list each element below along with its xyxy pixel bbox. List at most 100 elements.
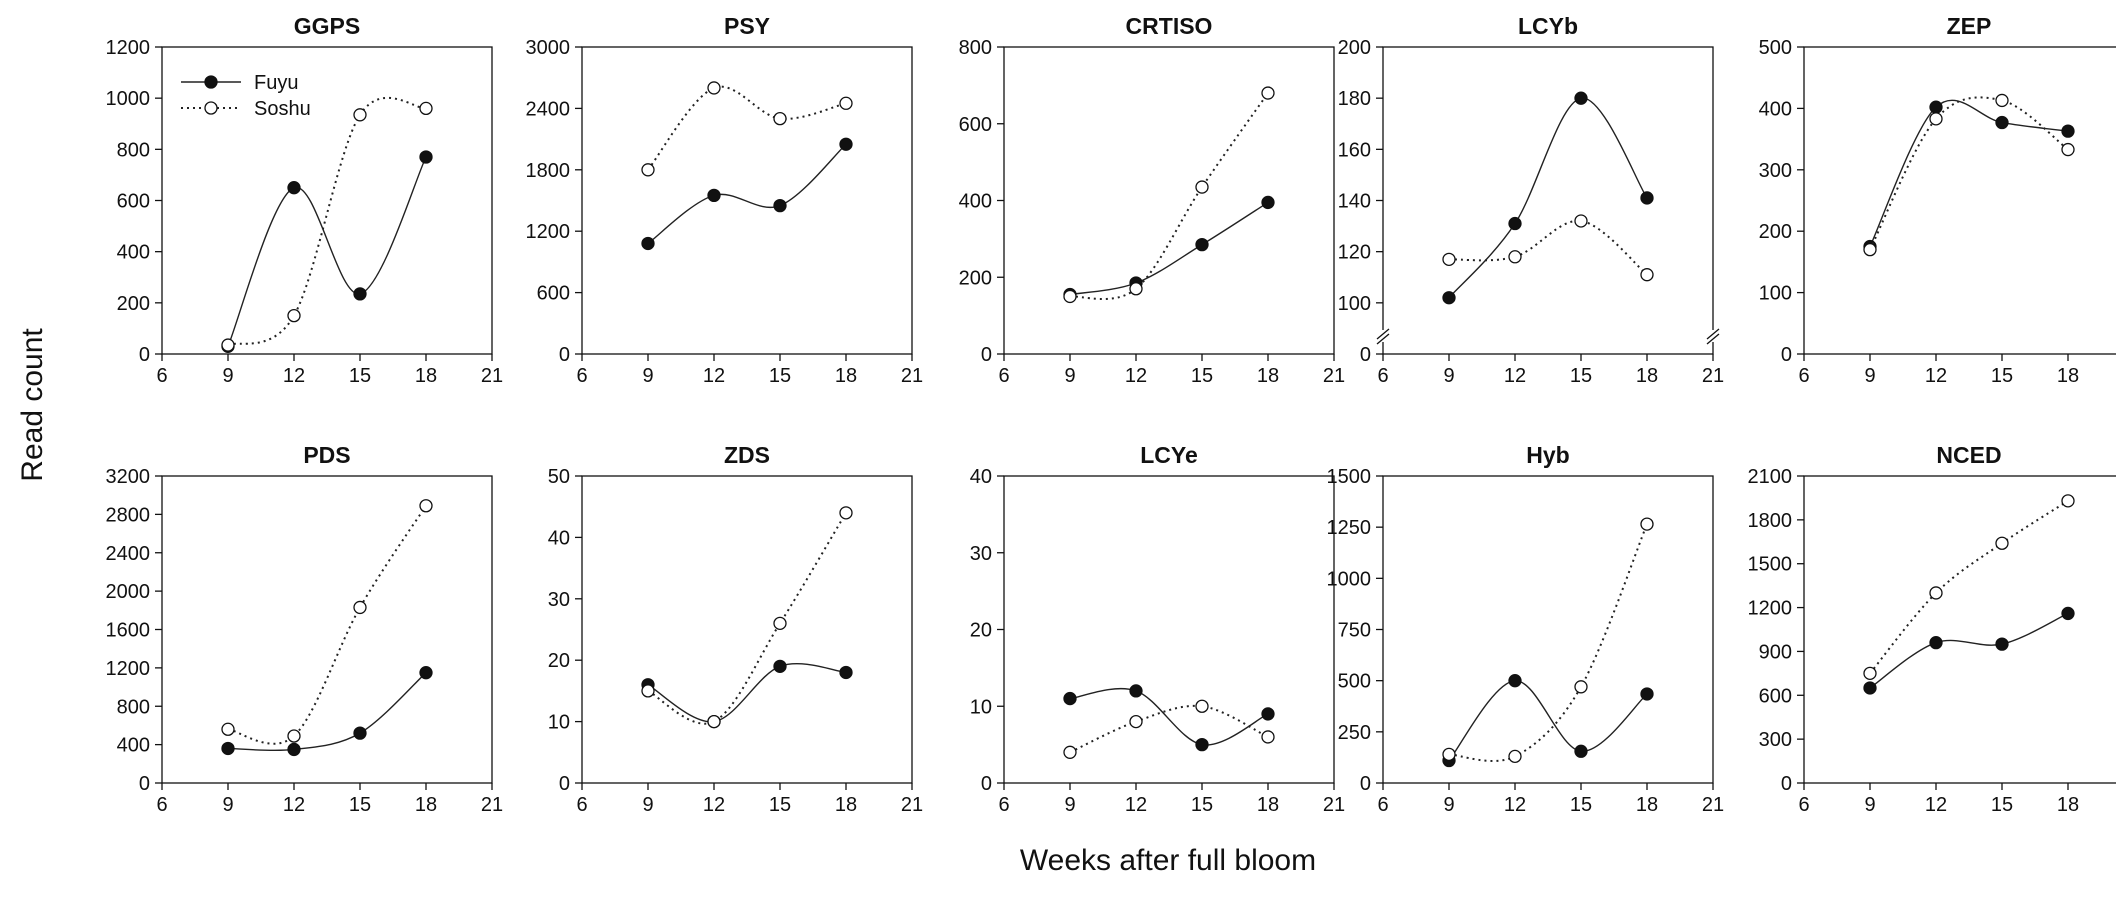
y-tick-label: 1250: [1327, 517, 1372, 539]
chart-panel-ggps: GGPS 6 9 12 15 18 21 0 200 400 600 800 1000 1200 Fuyu S…: [106, 13, 504, 387]
y-tick-label: 1800: [526, 160, 571, 182]
series-line-soshu: [1448, 219, 1648, 276]
data-point-soshu: [1640, 268, 1654, 282]
data-point-fuyu: [1640, 191, 1654, 205]
data-point-fuyu: [1508, 674, 1522, 688]
data-point-soshu: [353, 600, 367, 615]
x-tick-label: 6: [576, 794, 587, 816]
y-tick-label: 200: [1759, 221, 1792, 243]
y-tick-label: 300: [1759, 160, 1792, 182]
data-point-soshu: [1863, 242, 1877, 257]
data-point-fuyu: [287, 181, 301, 195]
x-tick-label: 15: [1191, 365, 1213, 387]
data-point-fuyu: [1442, 291, 1456, 305]
data-point-fuyu: [419, 150, 433, 164]
data-point-soshu: [839, 96, 853, 110]
y-tick-label: 1600: [106, 620, 151, 642]
chart-title: PSY: [724, 13, 770, 39]
data-point-soshu: [1129, 714, 1143, 729]
data-point-soshu: [1508, 250, 1522, 264]
y-tick-label: 1200: [106, 658, 151, 680]
x-tick-label: 15: [1191, 794, 1213, 816]
data-point-fuyu: [707, 188, 721, 203]
x-tick-label: 18: [1257, 794, 1279, 816]
x-tick-label: 6: [1377, 794, 1388, 816]
chart-title: NCED: [1936, 442, 2001, 468]
y-tick-label: 1500: [1327, 466, 1372, 488]
y-tick-label: 0: [1360, 344, 1371, 366]
x-tick-label: 15: [769, 365, 791, 387]
data-point-soshu: [1195, 699, 1209, 713]
data-point-fuyu: [1574, 744, 1588, 758]
series-line-soshu: [647, 85, 847, 171]
data-point-soshu: [287, 308, 301, 323]
data-point-fuyu: [1195, 237, 1209, 252]
y-tick-label: 50: [548, 466, 570, 488]
x-tick-label: 6: [156, 365, 167, 387]
plot-frame: [161, 46, 493, 355]
plot-frame: [1803, 475, 2116, 784]
axis-break-mark: [1706, 328, 1720, 340]
data-point-soshu: [221, 722, 235, 736]
x-tick-label: 12: [1925, 794, 1947, 816]
series-line-soshu: [1069, 92, 1269, 301]
data-point-soshu: [221, 338, 235, 352]
data-point-soshu: [419, 499, 433, 513]
y-tick-label: 3200: [106, 466, 151, 488]
x-tick-label: 15: [1991, 365, 2013, 387]
series-line-fuyu: [227, 156, 427, 347]
plot-frame: [161, 475, 493, 784]
data-point-soshu: [707, 81, 721, 95]
axis-break-mark: [1706, 333, 1720, 345]
axis-break-gap: [1377, 330, 1389, 342]
y-tick-label: 600: [1759, 685, 1792, 707]
series-line-fuyu: [647, 143, 847, 245]
chart-title: ZEP: [1947, 13, 1992, 39]
x-tick-label: 21: [481, 794, 503, 816]
data-point-fuyu: [1129, 684, 1143, 698]
y-tick-label: 2400: [526, 98, 571, 120]
x-tick-label: 12: [283, 794, 305, 816]
y-tick-label: 140: [1338, 191, 1371, 213]
x-tick-label: 12: [1504, 794, 1526, 816]
x-tick-label: 12: [1125, 794, 1147, 816]
series-line-fuyu: [1448, 97, 1648, 299]
x-tick-label: 21: [1702, 794, 1724, 816]
x-tick-label: 12: [1125, 365, 1147, 387]
data-point-soshu: [641, 163, 655, 177]
data-point-fuyu: [419, 666, 433, 680]
data-point-fuyu: [221, 741, 235, 756]
x-tick-label: 6: [576, 365, 587, 387]
data-point-soshu: [1995, 93, 2009, 108]
chart-panel-zep: ZEP69121518210100200300400500: [1759, 13, 2116, 387]
y-tick-label: 0: [559, 773, 570, 795]
x-tick-label: 9: [1443, 365, 1454, 387]
data-point-fuyu: [1995, 115, 2009, 130]
plot-frame: [1803, 46, 2116, 355]
data-point-soshu: [839, 506, 853, 520]
x-tick-label: 18: [1257, 365, 1279, 387]
y-tick-label: 30: [970, 543, 992, 565]
x-tick-label: 9: [1064, 794, 1075, 816]
x-tick-label: 6: [1798, 365, 1809, 387]
data-point-fuyu: [1508, 216, 1522, 231]
data-point-fuyu: [1995, 637, 2009, 651]
chart-title: PDS: [303, 442, 350, 468]
chart-title: LCYb: [1518, 13, 1578, 39]
data-point-soshu: [1442, 747, 1456, 761]
x-tick-label: 18: [1636, 794, 1658, 816]
chart-panel-psy: PSY 6 9 12 15 18 21 0 600 1200 1800 2400 3000: [526, 13, 924, 387]
axis-break-gap: [1707, 330, 1719, 342]
data-point-fuyu: [1929, 636, 1943, 650]
x-tick-label: 9: [1064, 365, 1075, 387]
y-tick-label: 100: [1338, 293, 1371, 315]
x-tick-label: 12: [703, 365, 725, 387]
data-point-fuyu: [773, 198, 787, 213]
series-line-fuyu: [1869, 99, 2069, 247]
x-tick-label: 18: [2057, 365, 2079, 387]
y-axis-title: Read count: [16, 328, 49, 482]
y-tick-label: 0: [981, 773, 992, 795]
y-tick-label: 200: [1338, 37, 1371, 59]
series-line-fuyu: [227, 672, 427, 752]
plot-frame: [581, 475, 913, 784]
